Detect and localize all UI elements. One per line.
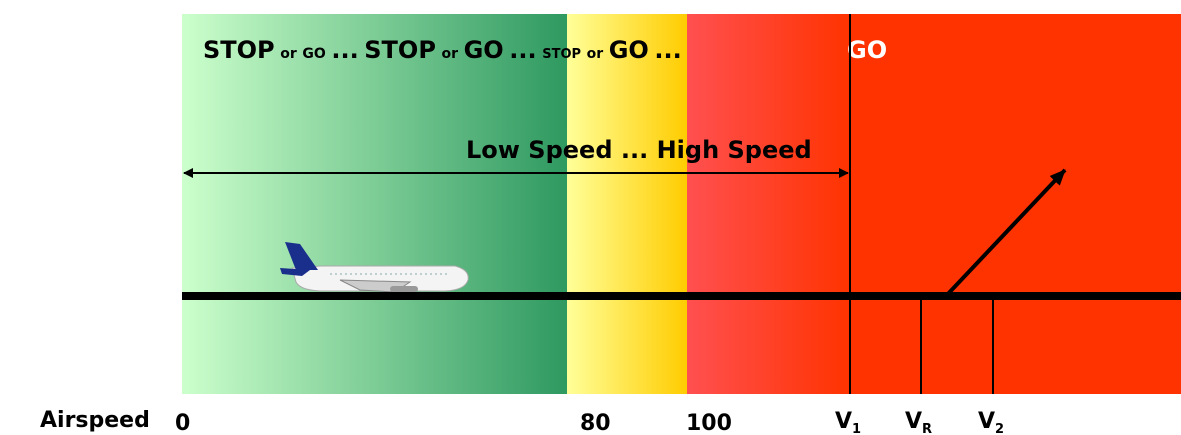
phrase: ... xyxy=(654,36,681,64)
go-label: GO xyxy=(847,36,887,64)
rotation-arrow xyxy=(944,168,1067,298)
green-zone xyxy=(182,14,567,394)
yellow-zone xyxy=(567,14,687,394)
red-zone xyxy=(687,14,850,394)
phrase: ... xyxy=(509,36,536,64)
phrase: STOP xyxy=(542,47,581,62)
axis-label: 80 xyxy=(580,411,611,435)
axis-title: Airspeed xyxy=(40,408,150,433)
header: STOP or GO ... STOP or GO ... STOP or GO… xyxy=(203,36,682,64)
phrase: or xyxy=(280,46,297,62)
phrase: STOP xyxy=(203,36,275,64)
phrase: STOP xyxy=(364,36,436,64)
axis-label: 100 xyxy=(686,411,732,435)
airplane xyxy=(280,242,469,293)
phrase: ... xyxy=(331,36,358,64)
phrase: or xyxy=(587,46,604,62)
go-zone xyxy=(850,14,1181,394)
axis-label: 0 xyxy=(175,411,190,435)
v-speed-label: V2 xyxy=(978,409,1004,435)
phrase: GO xyxy=(464,36,504,64)
v-speed-label: VR xyxy=(905,409,932,435)
speed-range-label: Low Speed ... High Speed xyxy=(466,136,812,164)
phrase: GO xyxy=(302,46,325,62)
phrase: or xyxy=(442,46,459,62)
runway xyxy=(182,292,1181,300)
v-speed-label: V1 xyxy=(835,409,861,435)
phrase: GO xyxy=(609,36,649,64)
